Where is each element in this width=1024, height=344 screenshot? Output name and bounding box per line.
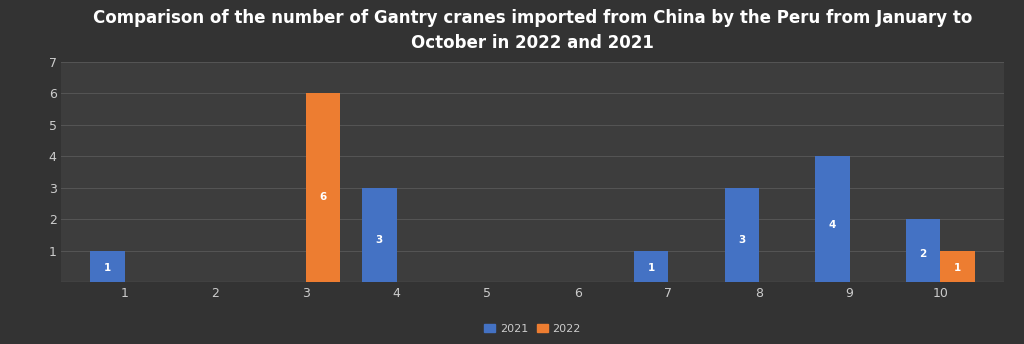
Legend: 2021, 2022: 2021, 2022 [479,319,586,338]
Bar [725,188,759,282]
Bar [362,188,396,282]
Bar [905,219,940,282]
Bar [90,251,125,282]
Bar [815,156,850,282]
Text: 3: 3 [738,235,745,245]
Text: 6: 6 [319,192,327,202]
Bar [940,251,975,282]
Text: 3: 3 [376,235,383,245]
Bar [306,93,340,282]
Text: 2: 2 [920,249,927,259]
Text: 1: 1 [104,263,112,273]
Text: 1: 1 [953,263,961,273]
Title: Comparison of the number of Gantry cranes imported from China by the Peru from J: Comparison of the number of Gantry crane… [93,9,972,52]
Bar [634,251,669,282]
Text: 1: 1 [647,263,654,273]
Text: 4: 4 [828,221,836,230]
